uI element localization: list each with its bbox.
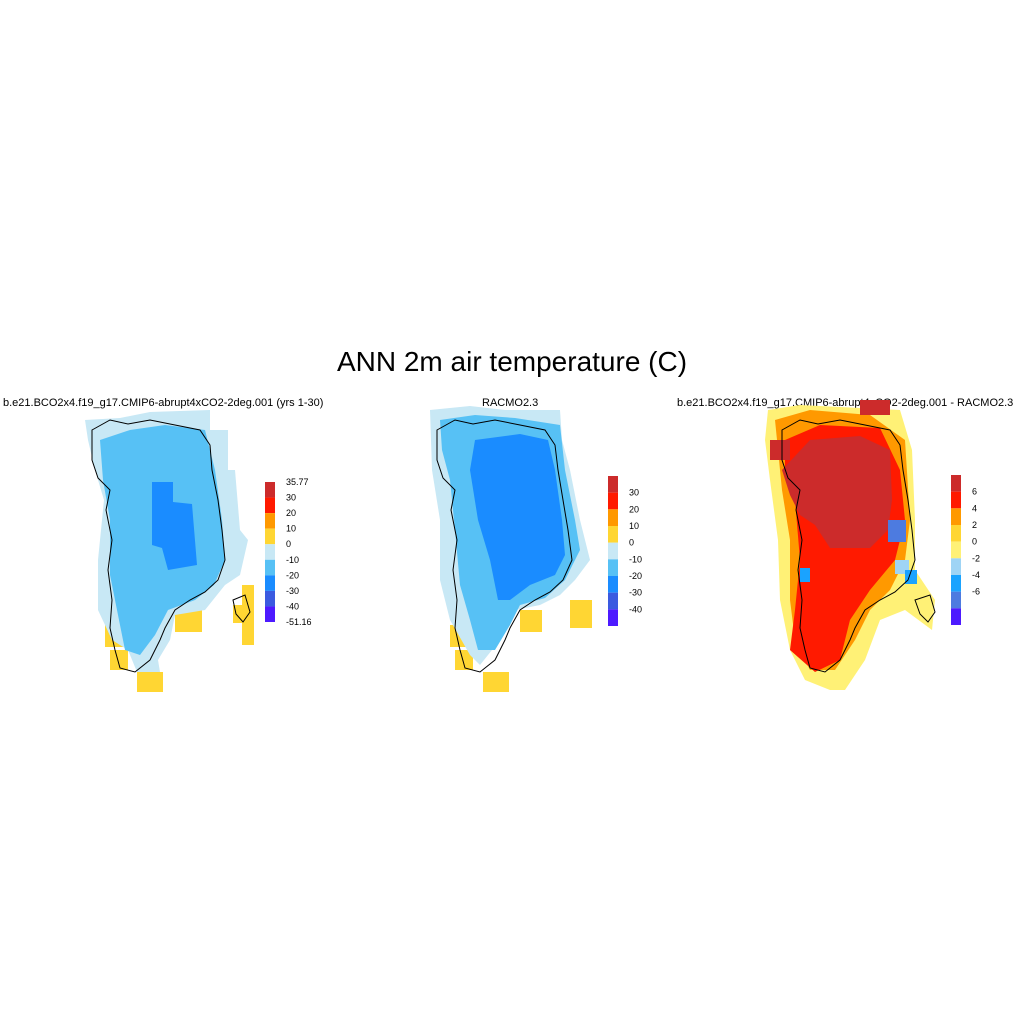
panel-3-map [765,400,936,690]
colorbar-swatch [265,590,275,607]
colorbar-swatch [608,542,618,560]
panel-3-colorbar: 6 4 2 0 -2 -4 -6 [951,475,980,625]
colorbar-swatch [608,609,618,626]
figure-title: ANN 2m air temperature (C) [336,346,688,377]
colorbar-tick-label: -10 [286,555,299,565]
panel-3-title: b.e21.BCO2x4.f19_g17.CMIP6-abrupt4xCO2-2… [677,397,1014,409]
panel-2-map [430,406,592,692]
colorbar-swatch [951,591,961,609]
colorbar-swatch [265,513,275,529]
colorbar-swatch [608,492,618,510]
colorbar-tick-label: -10 [629,554,642,564]
colorbar-tick-label: -4 [972,570,980,580]
colorbar-swatch [608,576,618,593]
panel-1-title: b.e21.BCO2x4.f19_g17.CMIP6-abrupt4xCO2-2… [3,397,324,409]
colorbar-tick-label: 0 [629,538,634,548]
colorbar-swatch [608,509,618,526]
colorbar-swatch [265,575,275,591]
colorbar-tick-label: 30 [286,493,296,503]
colorbar-swatch [951,508,961,525]
colorbar-swatch [608,526,618,543]
colorbar-swatch [265,559,275,576]
colorbar-tick-label: 30 [629,488,639,498]
colorbar-tick-label: 10 [286,524,296,534]
colorbar-swatch [951,575,961,592]
colorbar-swatch [608,476,618,493]
colorbar-tick-label: -51.16 [286,617,312,627]
colorbar-tick-label: -40 [629,604,642,614]
colorbar-tick-label: -30 [629,588,642,598]
colorbar-tick-label: 2 [972,520,977,530]
colorbar-swatch [265,544,275,560]
colorbar-tick-label: 35.77 [286,477,309,487]
colorbar-swatch [951,475,961,492]
colorbar-swatch [951,541,961,559]
colorbar-tick-label: 4 [972,503,977,513]
colorbar-swatch [951,558,961,575]
colorbar-swatch [265,606,275,622]
colorbar-swatch [951,608,961,625]
panel-1-colorbar: 35.77 30 20 10 0 -10 -20 -30 -40 -51.16 [265,477,312,627]
colorbar-swatch [608,559,618,576]
colorbar-swatch [265,528,275,545]
panel-2-title: RACMO2.3 [482,397,539,409]
colorbar-swatch [951,525,961,542]
colorbar-tick-label: 6 [972,487,977,497]
panel-1-map [85,410,254,692]
colorbar-tick-label: 20 [286,508,296,518]
colorbar-tick-label: -2 [972,553,980,563]
colorbar-swatch [265,497,275,514]
colorbar-tick-label: 0 [286,539,291,549]
colorbar-swatch [951,491,961,509]
colorbar-tick-label: -40 [286,601,299,611]
colorbar-tick-label: -30 [286,586,299,596]
colorbar-tick-label: -6 [972,587,980,597]
colorbar-swatch [608,592,618,610]
colorbar-tick-label: 0 [972,537,977,547]
colorbar-swatch [265,482,275,498]
panel-2-colorbar: 30 20 10 0 -10 -20 -30 -40 [608,476,642,626]
colorbar-tick-label: 20 [629,504,639,514]
colorbar-tick-label: 10 [629,521,639,531]
colorbar-tick-label: -20 [286,570,299,580]
colorbar-tick-label: -20 [629,571,642,581]
